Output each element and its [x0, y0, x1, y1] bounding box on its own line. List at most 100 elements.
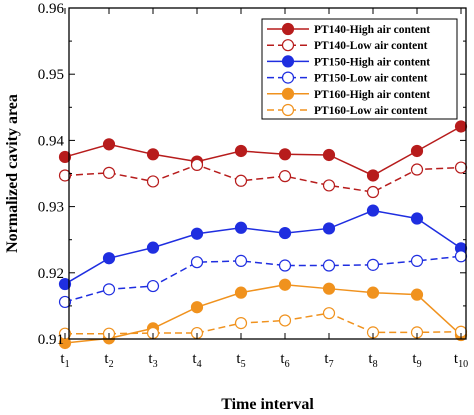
series-line [64, 283, 462, 344]
data-point [410, 144, 424, 158]
series-6 [58, 307, 468, 340]
legend-box [261, 18, 458, 120]
x-tick-subscript: 8 [373, 359, 378, 370]
data-point [322, 307, 336, 320]
data-point [146, 148, 160, 161]
data-point [102, 166, 116, 179]
data-point [278, 278, 292, 291]
data-point [366, 169, 380, 182]
x-tick-subscript: 2 [109, 359, 114, 370]
y-tick-label: 0.92 [38, 266, 64, 282]
data-point [58, 150, 72, 164]
x-tick-label: t3 [148, 351, 157, 370]
data-point [322, 179, 336, 192]
legend-label: PT150-Low air content [314, 73, 428, 85]
data-point [278, 314, 292, 327]
x-tick-base: t [104, 351, 109, 367]
x-tick-label: t6 [280, 351, 289, 370]
data-point [322, 282, 336, 295]
x-tick-label: t8 [368, 351, 377, 370]
x-tick-label: t7 [324, 351, 333, 370]
data-point [190, 158, 204, 171]
series-line [64, 125, 462, 177]
y-tick-label: 0.91 [38, 332, 64, 348]
x-tick-subscript: 6 [285, 359, 290, 370]
data-point [278, 170, 292, 183]
data-point [58, 295, 72, 309]
x-tick-base: t [236, 351, 241, 367]
series-line [64, 255, 462, 303]
x-tick-base: t [324, 351, 329, 367]
data-point [102, 138, 116, 151]
x-tick-subscript: 1 [65, 359, 70, 370]
data-point [58, 169, 72, 182]
legend-marker [281, 87, 295, 100]
series-line [64, 164, 462, 193]
legend-item: PT150-High air content [267, 55, 430, 68]
data-point [322, 259, 336, 272]
legend-marker [281, 103, 295, 117]
legend-item: PT160-Low air content [267, 103, 428, 117]
legend-item: PT150-Low air content [267, 71, 428, 85]
data-point [234, 221, 248, 234]
legend-label: PT160-Low air content [314, 105, 428, 117]
legend-label: PT140-High air content [314, 24, 430, 36]
legend-label: PT150-High air content [314, 56, 430, 68]
series-2 [58, 158, 468, 199]
x-tick-label: t5 [236, 351, 245, 370]
series-layer [58, 120, 468, 350]
legend-label: PT160-High air content [314, 89, 430, 101]
data-point [366, 185, 380, 199]
x-tick-base: t [60, 351, 65, 367]
legend-item: PT160-High air content [267, 87, 430, 101]
legend-marker [281, 55, 295, 68]
x-tick-subscript: 3 [153, 359, 158, 370]
data-point [146, 279, 160, 293]
data-point [234, 144, 248, 158]
data-point [366, 286, 380, 299]
data-point [278, 226, 292, 240]
x-tick-base: t [192, 351, 197, 367]
x-tick-label: t1 [60, 351, 69, 370]
y-tick-label: 0.95 [38, 67, 64, 83]
series-4 [58, 250, 468, 309]
data-point [234, 254, 248, 267]
data-point [102, 252, 116, 265]
series-5 [58, 278, 468, 350]
x-tick-subscript: 9 [417, 359, 422, 370]
legend-marker [281, 71, 295, 84]
x-tick-base: t [280, 351, 285, 367]
data-point [454, 120, 468, 133]
x-tick-subscript: 4 [197, 359, 202, 370]
axis-ticks [64, 7, 466, 340]
data-point [102, 283, 116, 296]
data-point [234, 317, 248, 330]
x-tick-base: t [368, 351, 373, 367]
y-tick-label: 0.93 [38, 200, 64, 216]
legend-item: PT140-Low air content [267, 39, 428, 52]
series-1 [58, 120, 468, 182]
series-line [64, 209, 462, 285]
x-tick-subscript: 5 [241, 359, 246, 370]
data-point [190, 301, 204, 314]
data-point [454, 161, 468, 174]
x-tick-base: t [454, 351, 459, 367]
x-tick-base: t [148, 351, 153, 367]
x-tick-label: t9 [412, 351, 421, 370]
data-point [322, 148, 336, 162]
data-point [454, 250, 468, 263]
data-point [146, 175, 160, 188]
data-point [278, 148, 292, 161]
data-point [190, 256, 204, 269]
data-point [410, 212, 424, 225]
legend: PT140-High air content PT140-Low air cont… [261, 18, 458, 120]
data-point [410, 254, 424, 267]
y-tick-label: 0.96 [38, 1, 65, 17]
data-point [366, 204, 380, 217]
x-tick-label: t10 [454, 351, 468, 370]
legend-marker [281, 22, 295, 36]
y-tick-label: 0.94 [38, 133, 65, 149]
series-3 [58, 204, 468, 291]
series-line [65, 312, 462, 335]
